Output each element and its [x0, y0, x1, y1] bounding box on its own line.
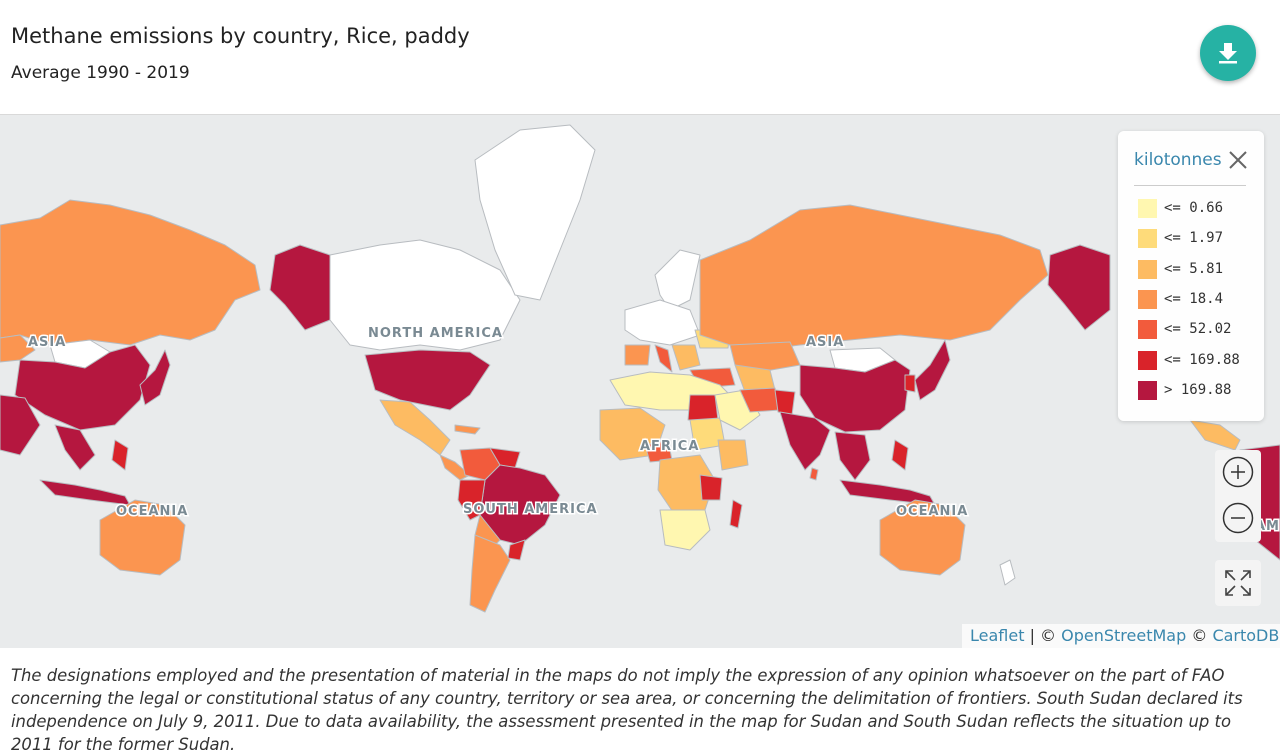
country-canada[interactable] — [329, 239, 521, 351]
map-attribution: Leaflet | © OpenStreetMap © CartoDB — [962, 624, 1280, 648]
country-uruguay[interactable] — [507, 539, 526, 561]
country-russia-right[interactable] — [699, 204, 1049, 351]
country-tanzania[interactable] — [699, 474, 723, 501]
map-disclaimer: The designations employed and the presen… — [11, 666, 1243, 754]
country-cuba[interactable] — [454, 424, 481, 435]
country-china-right[interactable] — [799, 359, 911, 433]
label-asia-right: ASIA — [806, 335, 844, 350]
country-greenland[interactable] — [474, 124, 596, 301]
legend-swatch — [1138, 380, 1157, 400]
label-oceania-left: OCEANIA — [116, 504, 188, 519]
leaflet-link[interactable]: Leaflet — [970, 626, 1025, 645]
country-spain[interactable] — [624, 344, 651, 366]
attribution-copy: © — [1186, 626, 1213, 645]
country-seasia-right[interactable] — [834, 431, 871, 481]
country-india-left[interactable] — [0, 394, 41, 456]
fullscreen-button[interactable] — [1215, 560, 1261, 606]
country-russia-left[interactable] — [0, 199, 261, 346]
chart-header: Methane emissions by country, Rice, padd… — [0, 0, 1280, 115]
label-africa: AFRICA — [640, 439, 699, 454]
legend-label: <= 18.4 — [1164, 290, 1224, 307]
page-title: Methane emissions by country, Rice, padd… — [11, 24, 470, 48]
label-oceania-right: OCEANIA — [896, 504, 968, 519]
country-korea[interactable] — [904, 374, 916, 393]
label-north-america: NORTH AMERICA — [368, 326, 503, 341]
country-usa[interactable] — [364, 349, 491, 411]
legend-title: kilotonnes — [1134, 150, 1222, 170]
country-kazakhstan-left[interactable] — [0, 334, 36, 363]
fullscreen-icon — [1225, 570, 1251, 596]
map-legend: kilotonnes <= 0.66 <= 1.97 <= 5.81 <= 18.4 <… — [1118, 131, 1264, 421]
region-labels: ASIA NORTH AMERICA AFRICA SOUTH AMERICA … — [27, 325, 1280, 536]
country-ethiopia[interactable] — [717, 439, 749, 471]
legend-swatch — [1138, 289, 1157, 309]
country-seasia-left[interactable] — [54, 424, 96, 471]
legend-label: <= 1.97 — [1164, 230, 1224, 247]
country-pakistan[interactable] — [774, 389, 796, 416]
legend-swatch — [1138, 350, 1157, 370]
label-south-america: SOUTH AMERICA — [463, 502, 598, 517]
country-central-america[interactable] — [439, 454, 471, 481]
legend-label: <= 0.66 — [1164, 200, 1224, 216]
country-madagascar[interactable] — [729, 499, 743, 529]
legend-swatch — [1138, 199, 1157, 218]
country-scandinavia[interactable] — [654, 249, 701, 311]
country-egypt[interactable] — [687, 394, 719, 421]
legend-swatch — [1138, 259, 1157, 279]
attribution-separator: | © — [1024, 626, 1062, 645]
country-japan-right[interactable] — [914, 339, 951, 401]
country-new-zealand[interactable] — [999, 559, 1016, 586]
legend-label: <= 52.02 — [1164, 321, 1232, 338]
country-europe-central[interactable] — [624, 299, 701, 346]
country-indonesia-right[interactable] — [839, 479, 936, 506]
country-australia-left[interactable] — [99, 499, 186, 576]
plus-icon[interactable] — [1222, 456, 1254, 488]
country-philippines-left[interactable] — [111, 439, 129, 471]
minus-icon[interactable] — [1222, 502, 1254, 534]
close-icon[interactable] — [1228, 150, 1248, 170]
country-mexico[interactable] — [379, 399, 451, 456]
legend-label: > 169.88 — [1164, 381, 1232, 398]
zoom-control — [1215, 450, 1261, 542]
page-subtitle: Average 1990 - 2019 — [11, 63, 190, 83]
world-map-layer: ASIA NORTH AMERICA AFRICA SOUTH AMERICA … — [0, 124, 1280, 613]
country-indonesia-left[interactable] — [39, 479, 131, 506]
download-button[interactable] — [1200, 25, 1256, 81]
country-india-right[interactable] — [779, 411, 831, 471]
country-sri-lanka[interactable] — [809, 467, 819, 481]
country-philippines-right[interactable] — [891, 439, 909, 471]
country-argentina[interactable] — [469, 534, 511, 613]
osm-link[interactable]: OpenStreetMap — [1061, 626, 1187, 645]
country-australia-right[interactable] — [879, 499, 966, 576]
country-kazakhstan-right[interactable] — [729, 341, 801, 373]
country-italy[interactable] — [654, 344, 673, 373]
country-alaska[interactable] — [269, 244, 331, 331]
legend-divider — [1134, 185, 1246, 186]
country-mexico-right[interactable] — [1189, 419, 1241, 451]
country-alaska-right[interactable] — [1047, 244, 1111, 331]
country-southern-africa[interactable] — [659, 509, 711, 551]
legend-swatch — [1138, 320, 1157, 340]
country-japan-left[interactable] — [139, 349, 171, 406]
choropleth-map[interactable]: ASIA NORTH AMERICA AFRICA SOUTH AMERICA … — [0, 115, 1280, 648]
legend-label: <= 5.81 — [1164, 260, 1224, 277]
legend-swatch — [1138, 229, 1157, 249]
label-asia-left: ASIA — [28, 335, 66, 350]
country-peru[interactable] — [457, 479, 486, 521]
country-balkans[interactable] — [671, 344, 701, 371]
download-icon — [1219, 43, 1237, 64]
legend-label: <= 169.88 — [1164, 351, 1240, 368]
carto-link[interactable]: CartoDB — [1212, 626, 1280, 645]
